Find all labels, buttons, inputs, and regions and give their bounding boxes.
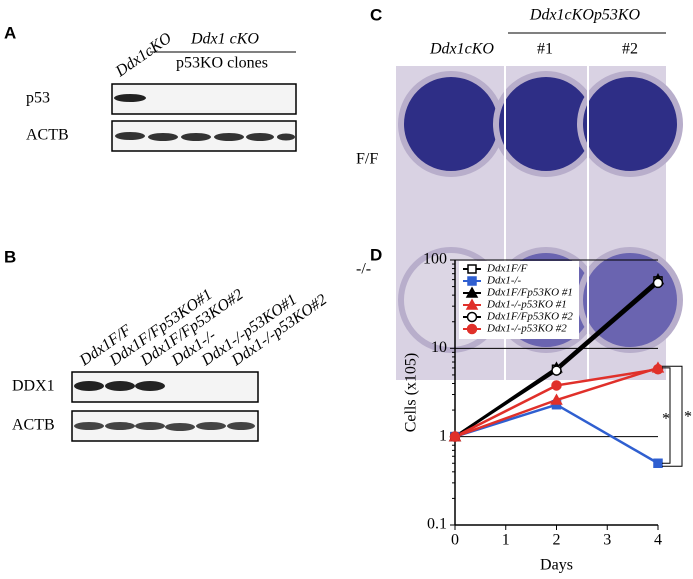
marker bbox=[551, 380, 562, 391]
column-label: #2 bbox=[622, 41, 638, 58]
column-label: Ddx1cKO bbox=[429, 41, 494, 58]
x-tick-label: 0 bbox=[451, 532, 459, 549]
group-header: p53KO clones bbox=[176, 55, 268, 72]
y-tick-label: 10 bbox=[431, 339, 447, 356]
panel-label: B bbox=[4, 247, 16, 266]
marker bbox=[449, 431, 461, 442]
bands bbox=[74, 422, 255, 431]
column-label: #1 bbox=[537, 41, 553, 58]
row-label: DDX1 bbox=[12, 378, 55, 395]
legend-entry: Ddx1-/- bbox=[486, 275, 522, 287]
marker bbox=[653, 458, 663, 469]
legend-entry: Ddx1-/-p53KO #1 bbox=[486, 299, 567, 311]
marker bbox=[467, 264, 477, 274]
y-axis-label: Cells (x105) bbox=[403, 353, 420, 433]
marker bbox=[465, 298, 479, 310]
row-label: p53 bbox=[26, 90, 50, 107]
bands bbox=[115, 132, 295, 141]
bracket bbox=[662, 367, 671, 464]
marker bbox=[652, 363, 664, 375]
x-tick-label: 3 bbox=[603, 532, 611, 549]
annotation: * bbox=[684, 408, 692, 425]
legend-entry: Ddx1-/-p53KO #2 bbox=[486, 323, 567, 335]
row-label: -/- bbox=[356, 261, 371, 278]
marker bbox=[652, 277, 664, 289]
legend-entry: Ddx1F/F bbox=[486, 263, 528, 275]
y-tick-label: 100 bbox=[423, 251, 447, 268]
lane-label: Ddx1cKO bbox=[112, 29, 175, 80]
bands bbox=[74, 381, 165, 391]
panel-label: A bbox=[4, 23, 16, 42]
marker bbox=[465, 286, 479, 298]
panel-label: D bbox=[370, 245, 382, 264]
marker bbox=[550, 393, 563, 405]
legend-entry: Ddx1F/Fp53KO #1 bbox=[486, 287, 573, 299]
y-tick-label: 0.1 bbox=[427, 516, 447, 533]
marker bbox=[466, 323, 478, 335]
x-axis-label: Days bbox=[540, 557, 573, 574]
row-label: ACTB bbox=[12, 417, 55, 434]
x-tick-label: 2 bbox=[553, 532, 561, 549]
x-tick-label: 4 bbox=[654, 532, 662, 549]
annotation: * bbox=[662, 410, 670, 427]
y-tick-label: 1 bbox=[439, 427, 447, 444]
row-label: ACTB bbox=[26, 127, 69, 144]
legend-box bbox=[459, 261, 579, 339]
panel-label: C bbox=[370, 5, 382, 24]
band bbox=[114, 94, 146, 102]
bracket bbox=[662, 365, 683, 467]
marker bbox=[551, 365, 562, 376]
lane-labels: Ddx1F/F Ddx1F/Fp53KO#1 Ddx1F/Fp53KO#2 Dd… bbox=[76, 286, 330, 370]
series-line bbox=[454, 403, 659, 465]
marker bbox=[466, 311, 478, 323]
row-label: F/F bbox=[356, 151, 378, 168]
blot bbox=[111, 83, 297, 115]
group-header: Ddx1 cKO bbox=[190, 31, 259, 48]
x-tick-label: 1 bbox=[502, 532, 510, 549]
group-header: Ddx1cKOp53KO bbox=[529, 7, 641, 24]
legend-entry: Ddx1F/Fp53KO #2 bbox=[486, 311, 573, 323]
marker bbox=[467, 276, 477, 286]
